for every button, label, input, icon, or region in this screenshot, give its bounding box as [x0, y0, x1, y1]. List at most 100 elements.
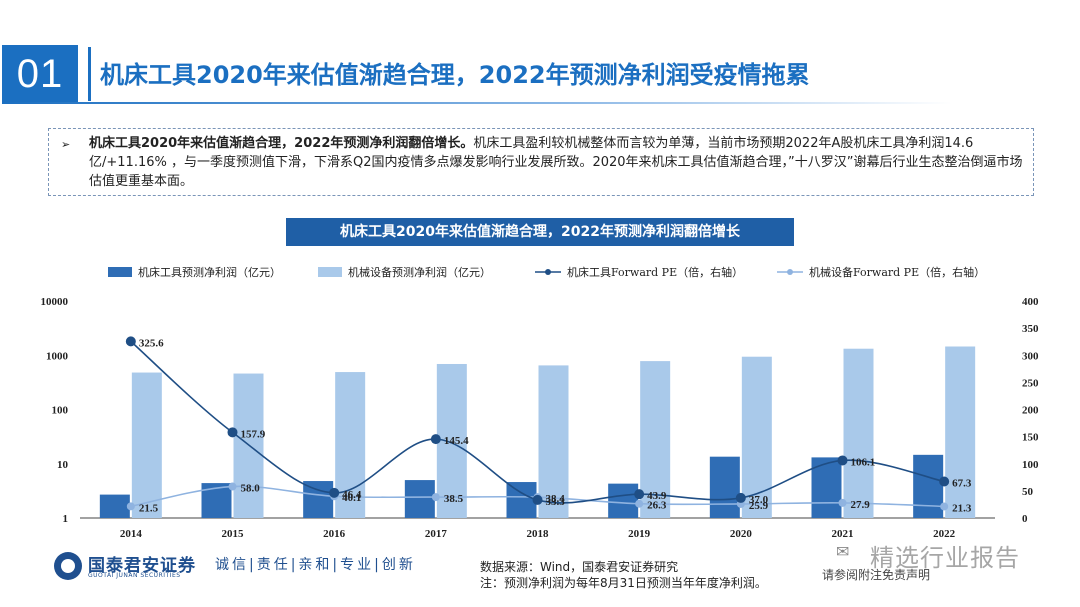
point-machinery-pe	[635, 499, 644, 508]
legend-swatch	[108, 267, 132, 277]
bar-machinery-profit	[741, 356, 772, 518]
point-machinery-pe	[838, 498, 847, 507]
footer-source: 数据来源：Wind，国泰君安证券研究 注：预测净利润为每年8月31日预测当年年度…	[480, 559, 767, 591]
right-axis-tick-label: 400	[1022, 296, 1039, 308]
bar-machine-tool-profit	[913, 454, 944, 518]
bullet-arrow-icon: ➢	[61, 138, 71, 151]
point-machinery-pe	[228, 482, 237, 491]
left-axis-tick-label: 10000	[41, 296, 69, 308]
bar-machinery-profit	[843, 348, 874, 518]
bar-machine-tool-profit	[404, 480, 435, 518]
summary-lead: 机床工具2020年来估值渐趋合理，2022年预测净利润翻倍增长。	[89, 136, 474, 151]
data-label-machine-tool-pe: 37.0	[749, 494, 769, 506]
data-label-machinery-pe: 58.0	[241, 483, 261, 495]
data-label-machine-tool-pe: 43.9	[647, 490, 667, 502]
x-axis-tick-label: 2014	[120, 528, 143, 540]
point-machine-tool-pe	[837, 455, 848, 466]
left-axis-tick-label: 1	[63, 513, 69, 525]
bar-machinery-profit	[945, 346, 976, 518]
legend-marker	[787, 269, 793, 275]
gtja-logo-icon	[54, 552, 82, 580]
page-title: 机床工具2020年来估值渐趋合理，2022年预测净利润受疫情拖累	[100, 61, 810, 89]
bar-machine-tool-profit	[99, 494, 130, 518]
legend-label: 机械设备Forward PE（倍，右轴）	[809, 265, 985, 279]
right-axis-tick-label: 300	[1022, 350, 1039, 362]
data-label-machine-tool-pe: 33.3	[546, 496, 566, 508]
bar-machine-tool-profit	[608, 483, 639, 518]
chart-title: 机床工具2020年来估值渐趋合理，2022年预测净利润翻倍增长	[286, 218, 794, 246]
bar-machinery-profit	[335, 372, 366, 518]
right-axis-tick-label: 250	[1022, 377, 1039, 389]
legend-marker	[545, 269, 551, 275]
x-axis-tick-label: 2015	[222, 528, 245, 540]
source-line: 数据来源：Wind，国泰君安证券研究	[480, 560, 679, 574]
point-machine-tool-pe	[532, 494, 543, 505]
section-number-badge: 01	[2, 45, 78, 103]
x-axis-tick-label: 2022	[933, 528, 956, 540]
bar-machinery-profit	[538, 365, 569, 518]
title-underline	[2, 102, 952, 104]
data-label-machine-tool-pe: 106.1	[851, 456, 876, 468]
data-label-machinery-pe: 38.5	[444, 493, 464, 505]
point-machinery-pe	[431, 493, 440, 502]
point-machine-tool-pe	[430, 434, 441, 445]
wechat-icon: ✉	[836, 542, 850, 561]
bar-machinery-profit	[436, 363, 467, 518]
data-label-machine-tool-pe: 46.4	[342, 489, 362, 501]
section-divider	[88, 47, 91, 101]
legend-label: 机床工具Forward PE（倍，右轴）	[567, 265, 743, 279]
data-label-machine-tool-pe: 325.6	[139, 337, 164, 349]
note-line: 注：预测净利润为每年8月31日预测当年年度净利润。	[480, 576, 767, 590]
point-machine-tool-pe	[125, 336, 136, 347]
point-machine-tool-pe	[227, 427, 238, 438]
footer-slogan: 诚信|责任|亲和|专业|创新	[215, 557, 416, 573]
right-axis-tick-label: 150	[1022, 432, 1039, 444]
section-number: 01	[16, 52, 64, 96]
footer-logo-english: GUOTAI JUNAN SECURITIES	[88, 572, 181, 579]
left-axis-tick-label: 100	[52, 405, 69, 417]
x-axis-tick-label: 2016	[323, 528, 346, 540]
data-label-machinery-pe: 25.9	[749, 500, 769, 512]
bar-machine-tool-profit	[303, 481, 334, 518]
point-machinery-pe	[940, 502, 949, 511]
x-axis-tick-label: 2019	[628, 528, 651, 540]
x-axis-tick-label: 2018	[527, 528, 550, 540]
right-axis-tick-label: 50	[1022, 486, 1034, 498]
data-label-machinery-pe: 27.9	[851, 499, 871, 511]
point-machine-tool-pe	[939, 476, 950, 487]
legend-label: 机械设备预测净利润（亿元）	[348, 265, 491, 279]
line-machine-tool-pe	[130, 340, 945, 504]
data-label-machine-tool-pe: 145.4	[444, 435, 469, 447]
data-label-machinery-pe: 21.5	[139, 502, 159, 514]
x-axis-tick-label: 2017	[425, 528, 448, 540]
point-machine-tool-pe	[634, 489, 645, 500]
bar-machine-tool-profit	[506, 482, 537, 518]
left-axis-tick-label: 10	[57, 459, 69, 471]
footer-disclaimer: 请参阅附注免责声明	[822, 568, 931, 582]
point-machine-tool-pe	[329, 487, 340, 498]
right-axis-tick-label: 200	[1022, 405, 1039, 417]
data-label-machinery-pe: 40.1	[342, 492, 361, 504]
bar-machinery-profit	[131, 372, 162, 518]
summary-box: ➢ 机床工具2020年来估值渐趋合理，2022年预测净利润翻倍增长。机床工具盈利…	[48, 128, 1034, 196]
left-axis-tick-label: 1000	[46, 350, 69, 362]
data-label-machine-tool-pe: 157.9	[241, 428, 266, 440]
summary-body: 机床工具盈利较机械整体而言较为单薄，当前市场预期2022年A股机床工具净利润14…	[89, 136, 1023, 189]
point-machine-tool-pe	[735, 492, 746, 503]
chart-canvas: 1 10 100 1000 10000 0 50 100 150 200 250 300 350 400 2…	[41, 265, 1040, 540]
legend-swatch	[318, 267, 342, 277]
legend-label: 机床工具预测净利润（亿元）	[138, 265, 281, 279]
x-axis-tick-label: 2021	[832, 528, 854, 540]
bar-machine-tool-profit	[709, 456, 740, 518]
bar-machinery-profit	[640, 361, 671, 518]
data-label-machine-tool-pe: 67.3	[952, 477, 972, 489]
data-label-machinery-pe: 38.4	[546, 493, 566, 505]
x-axis-tick-label: 2020	[730, 528, 753, 540]
point-machinery-pe	[126, 502, 135, 511]
right-axis-tick-label: 350	[1022, 323, 1039, 335]
footer-logo-name: 国泰君安证券	[88, 556, 196, 576]
right-axis-tick-label: 100	[1022, 459, 1039, 471]
data-label-machinery-pe: 21.3	[952, 502, 972, 514]
data-label-machinery-pe: 26.3	[647, 500, 667, 512]
watermark-text: 精选行业报告	[870, 544, 1020, 572]
